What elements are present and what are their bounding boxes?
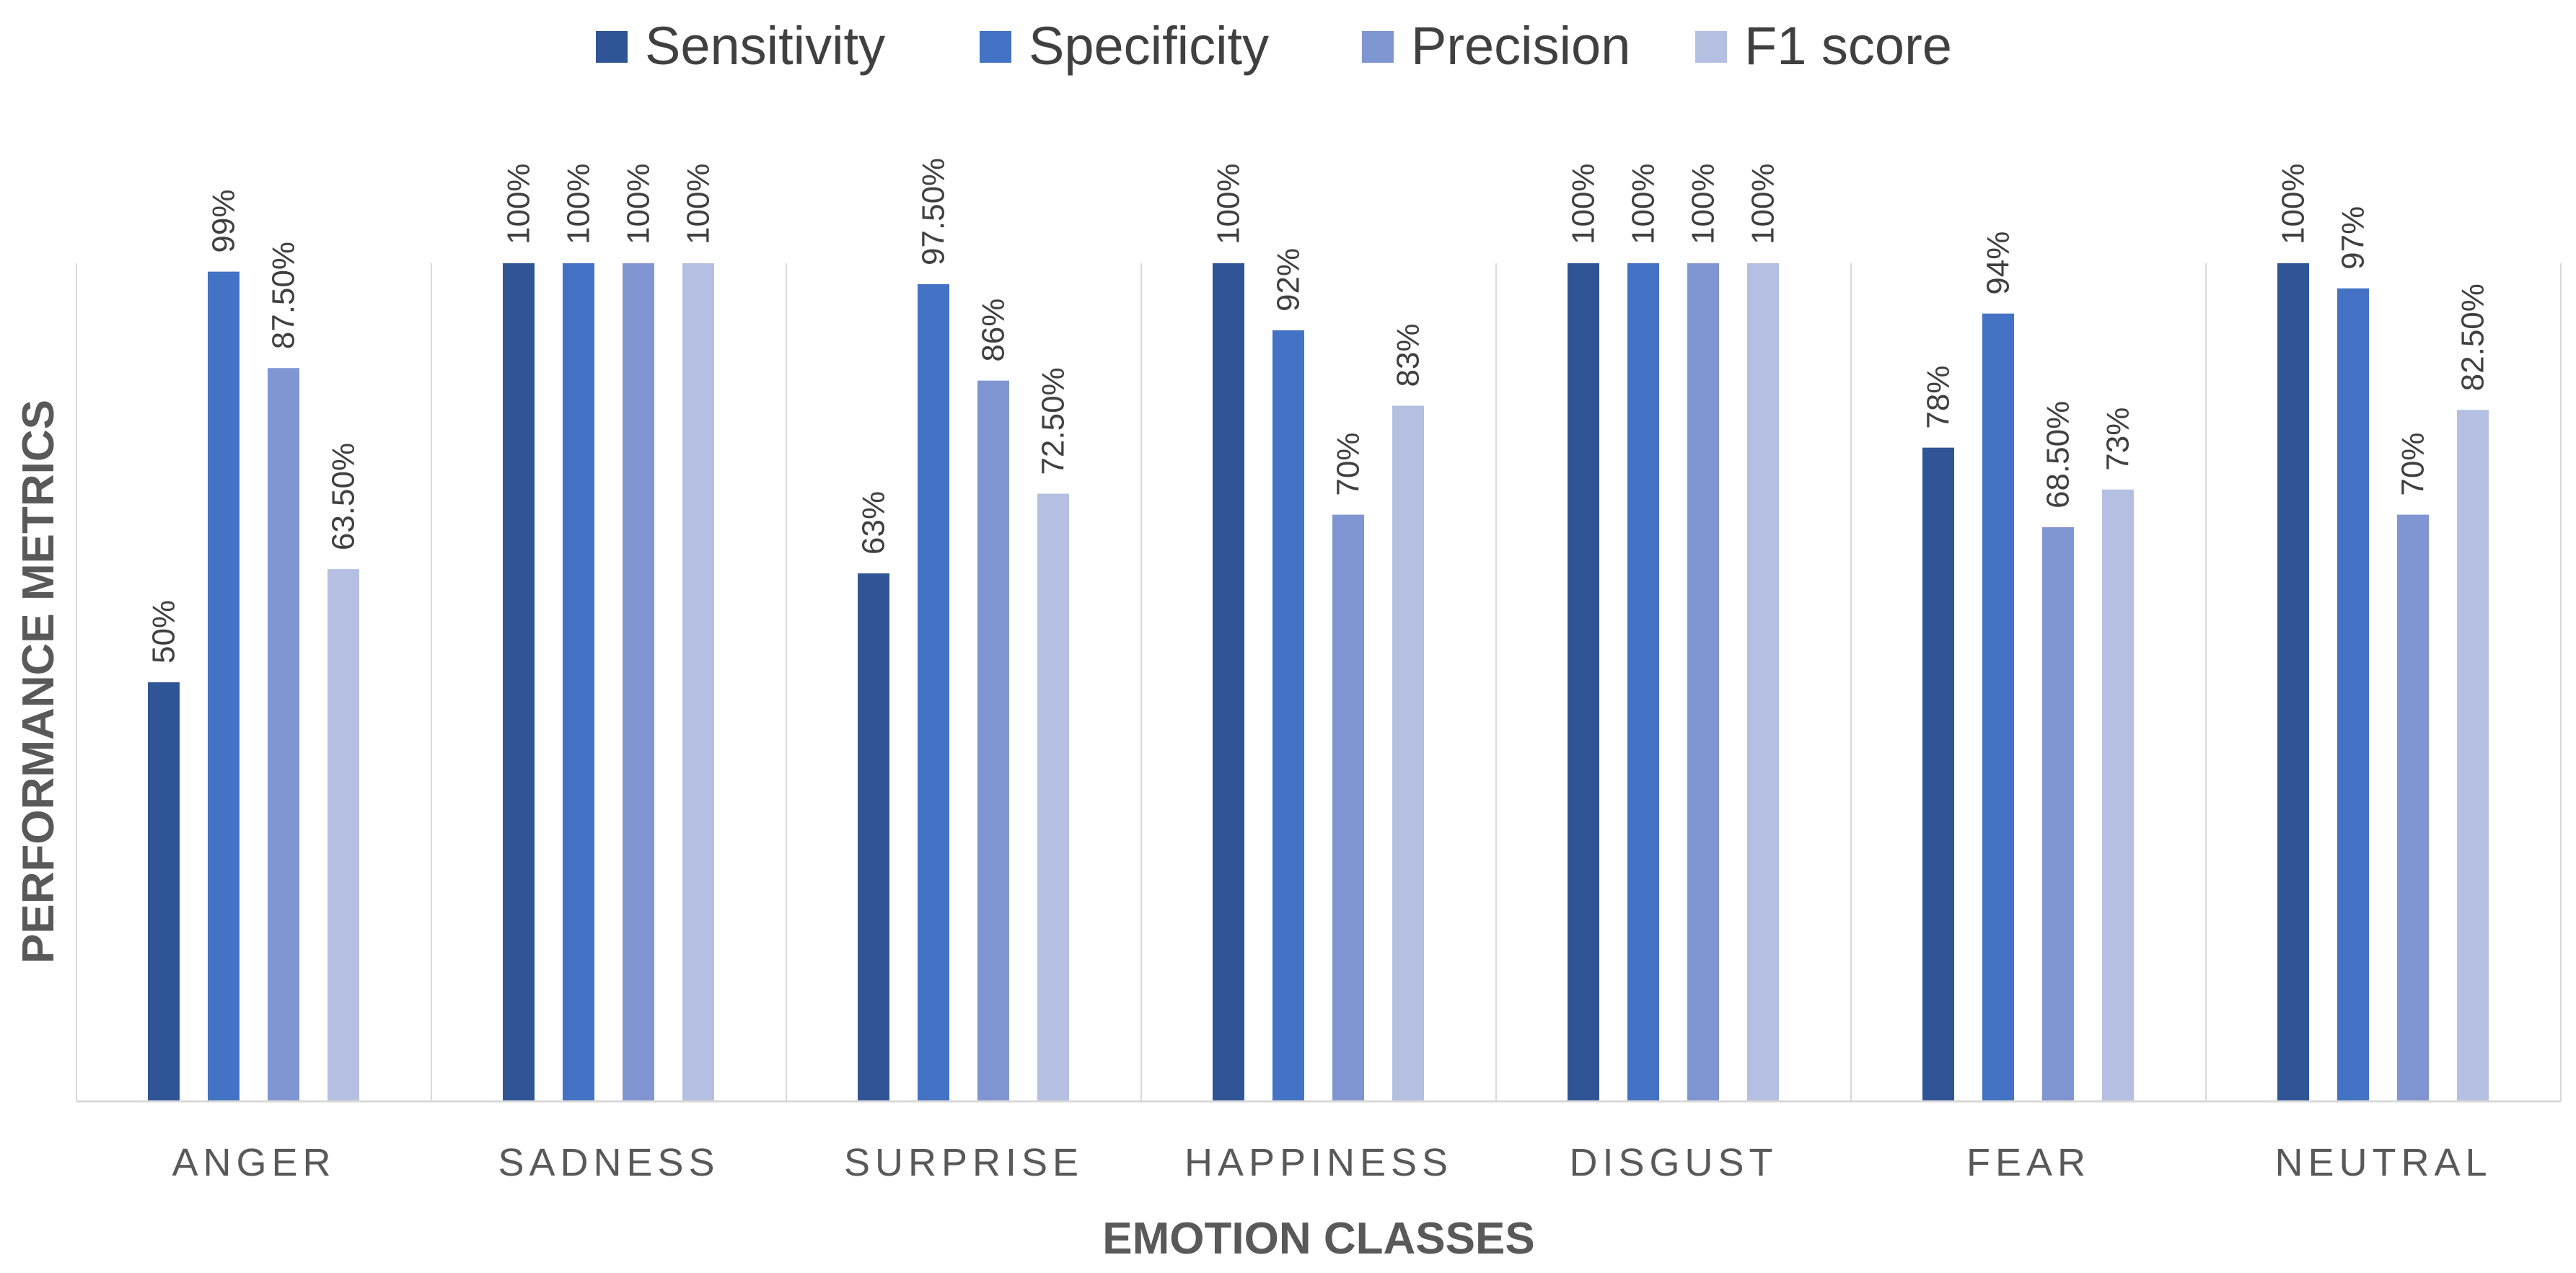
bar-sensitivity-anger (148, 682, 180, 1101)
bar-specificity-neutral (2337, 288, 2369, 1101)
bar-specificity-happiness (1272, 330, 1304, 1102)
x-tick-labels: ANGER SADNESS SURPRISE HAPPINESS DISGUST FEAR… (172, 1141, 2492, 1184)
data-label: 100% (561, 163, 597, 245)
bar-f1-score-fear (2102, 489, 2134, 1101)
data-label: 100% (621, 163, 656, 245)
bar-specificity-fear (1982, 313, 2014, 1102)
data-label: 100% (681, 163, 716, 245)
x-axis-title: EMOTION CLASSES (1102, 1214, 1534, 1264)
bar-precision-anger (268, 368, 299, 1101)
legend-swatch (596, 31, 628, 63)
bar-precision-fear (2042, 527, 2074, 1101)
bar-precision-sadness (623, 263, 654, 1101)
y-axis-title: PERFORMANCE METRICS (14, 400, 63, 964)
data-label: 97.50% (916, 158, 951, 265)
bar-precision-happiness (1332, 514, 1364, 1101)
bar-precision-disgust (1687, 263, 1719, 1101)
data-label: 87.50% (266, 242, 302, 349)
x-tick-label: ANGER (172, 1141, 335, 1184)
legend-label: F1 score (1744, 16, 1952, 76)
data-label: 78% (1921, 366, 1956, 429)
bar-precision-neutral (2397, 514, 2429, 1101)
data-label: 100% (1566, 163, 1601, 245)
x-tick-label: SADNESS (498, 1141, 719, 1184)
legend-item-precision: Precision (1362, 16, 1630, 76)
bars (148, 263, 2489, 1102)
data-label: 97% (2336, 206, 2371, 270)
data-label: 82.50% (2456, 283, 2491, 391)
bar-f1-score-neutral (2457, 410, 2489, 1101)
x-tick-label: DISGUST (1569, 1141, 1777, 1184)
legend-swatch (980, 31, 1011, 63)
legend-item-sensitivity: Sensitivity (596, 16, 885, 76)
data-label: 100% (1211, 163, 1247, 245)
bar-sensitivity-neutral (2277, 263, 2309, 1101)
data-labels: 50% 100% 63% 100% 100% 78% 100% 99% 100% 97.50% 92… (146, 158, 2491, 664)
legend-swatch (1695, 31, 1727, 63)
legend-label: Specificity (1029, 16, 1269, 76)
data-label: 70% (1331, 433, 1366, 496)
bar-f1-score-disgust (1747, 263, 1779, 1101)
data-label: 100% (1626, 163, 1661, 245)
bar-sensitivity-fear (1922, 447, 1954, 1101)
legend: Sensitivity Specificity Precision F1 score (596, 16, 1952, 76)
legend-swatch (1362, 31, 1394, 63)
x-tick-label: HAPPINESS (1184, 1141, 1453, 1184)
data-label: 100% (1746, 163, 1781, 245)
bar-sensitivity-disgust (1568, 263, 1599, 1101)
data-label: 100% (501, 163, 537, 245)
data-label: 63.50% (326, 443, 361, 550)
data-label: 72.50% (1036, 367, 1071, 475)
legend-item-f1-score: F1 score (1695, 16, 1952, 76)
bar-f1-score-surprise (1037, 493, 1069, 1101)
bar-sensitivity-sadness (503, 263, 535, 1101)
bar-specificity-anger (208, 271, 239, 1101)
bar-specificity-surprise (918, 284, 949, 1101)
bar-f1-score-sadness (682, 263, 714, 1101)
bar-precision-surprise (977, 380, 1009, 1101)
x-tick-label: SURPRISE (844, 1141, 1083, 1184)
data-label: 100% (1686, 163, 1721, 245)
bar-f1-score-anger (328, 569, 359, 1101)
bar-specificity-disgust (1627, 263, 1659, 1101)
data-label: 70% (2396, 433, 2431, 496)
data-label: 92% (1271, 248, 1306, 312)
data-label: 99% (206, 190, 242, 253)
bar-sensitivity-surprise (858, 573, 889, 1101)
data-label: 50% (146, 600, 182, 664)
legend-label: Sensitivity (645, 16, 885, 76)
bar-f1-score-happiness (1392, 405, 1424, 1101)
data-label: 63% (856, 491, 892, 555)
legend-label: Precision (1411, 16, 1630, 76)
data-label: 100% (2276, 163, 2311, 245)
x-tick-label: NEUTRAL (2274, 1141, 2492, 1184)
data-label: 83% (1391, 323, 1426, 387)
category-separators (76, 263, 2562, 1101)
x-tick-label: FEAR (1966, 1141, 2091, 1184)
bar-specificity-sadness (563, 263, 594, 1101)
data-label: 68.50% (2041, 401, 2076, 508)
legend-item-specificity: Specificity (980, 16, 1269, 76)
data-label: 73% (2101, 408, 2136, 471)
bar-sensitivity-happiness (1213, 263, 1244, 1101)
data-label: 86% (976, 299, 1011, 362)
data-label: 94% (1981, 232, 2016, 295)
